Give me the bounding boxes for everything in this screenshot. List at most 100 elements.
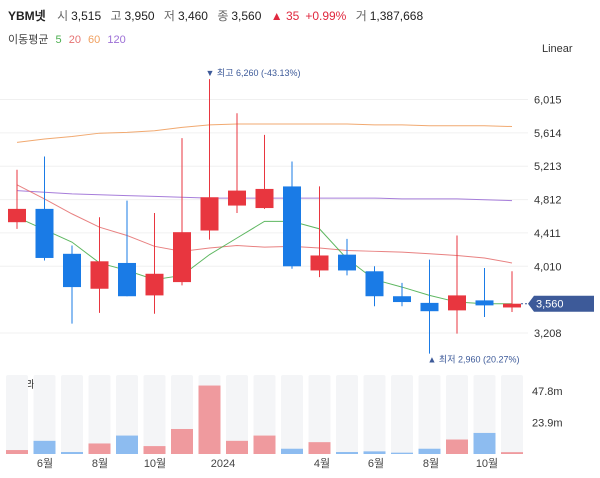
candle[interactable] (255, 134, 274, 209)
stock-name: YBM넷 (8, 9, 46, 23)
price-tick-label: 6,015 (534, 95, 562, 107)
change-value: ▲ 35 (270, 9, 300, 23)
volume-bar (198, 385, 221, 454)
high-annotation: ▼ 최고 6,260 (-43.13%) (206, 68, 301, 78)
moving-average-label: 이동평균 (8, 34, 49, 46)
low-annotation: ▲ 최저 2,960 (20.27%) (428, 355, 520, 365)
candle[interactable] (310, 186, 329, 278)
candle[interactable] (35, 156, 54, 261)
volume-bar (446, 439, 468, 454)
close-value: 3,560 (231, 9, 262, 23)
ma5-label: 5 (55, 34, 62, 46)
volume-tick-label: 23.9m (532, 418, 563, 430)
price-tick-label: 4,010 (534, 261, 562, 273)
volume-value: 1,387,668 (369, 9, 424, 23)
volume-bar (363, 451, 386, 454)
volume-bar (88, 443, 111, 454)
volume-bar (281, 448, 303, 454)
volume-bar (6, 450, 28, 454)
volume-slot (446, 375, 468, 454)
low-label: 저 (163, 9, 175, 23)
high-value: 3,950 (124, 9, 155, 23)
candle-body (475, 300, 494, 306)
candle[interactable] (283, 161, 301, 269)
x-tick-label: 10월 (476, 457, 498, 470)
candle-body (173, 232, 191, 283)
x-tick-label: 6월 (37, 457, 53, 470)
candle[interactable] (420, 259, 439, 354)
candle[interactable] (8, 169, 26, 229)
candle-body (228, 190, 246, 206)
moving-average-legend[interactable]: 이동평균 5 20 60 120 (8, 31, 130, 47)
volume-bar (473, 432, 496, 454)
open-value: 3,515 (71, 9, 102, 23)
candle-body (90, 261, 109, 289)
price-tick-label: 4,411 (534, 228, 561, 240)
candle[interactable] (393, 282, 411, 307)
volume-slot (501, 375, 523, 454)
price-tick-label: 4,812 (534, 195, 562, 207)
volume-bar (336, 452, 358, 454)
x-tick-label: 10월 (144, 457, 166, 470)
volume-bar (253, 435, 276, 454)
candle-body (255, 188, 274, 209)
candle-body (63, 253, 81, 288)
change-percent: +0.99% (305, 9, 347, 23)
volume-bar (391, 452, 413, 454)
candle-body (448, 295, 466, 311)
volume-slot (391, 375, 413, 454)
volume-slot (88, 375, 111, 454)
candle[interactable] (503, 271, 521, 313)
volume-slot (253, 375, 276, 454)
candle-body (283, 186, 301, 267)
volume-slot (363, 375, 386, 454)
volume-slot (308, 375, 331, 454)
candle[interactable] (118, 200, 136, 297)
volume-slot (226, 375, 248, 454)
candle[interactable] (448, 235, 466, 334)
candle-body (420, 302, 439, 312)
candle[interactable] (200, 79, 219, 240)
ma20-label: 20 (68, 34, 81, 46)
candle-body (35, 208, 54, 258)
scale-toggle[interactable]: Linear (542, 43, 573, 55)
close-label: 종 (217, 9, 229, 23)
ma60-line (16, 123, 513, 143)
x-tick-label: 8월 (92, 457, 108, 470)
x-tick-label: 8월 (423, 457, 439, 470)
volume-bar (226, 440, 248, 454)
candle[interactable] (90, 217, 109, 313)
x-tick-label: 2024 (211, 458, 235, 470)
candle-body (365, 271, 384, 297)
volume-bar (171, 428, 193, 454)
volume-bar (33, 440, 56, 454)
candle-body (393, 296, 411, 303)
candle[interactable] (173, 138, 191, 286)
volume-slot (33, 375, 56, 454)
volume-slot (61, 375, 83, 454)
volume-bar (308, 442, 331, 454)
candle-body (338, 254, 356, 271)
price-tick-label: 3,208 (534, 328, 562, 340)
x-tick-label: 4월 (314, 457, 330, 470)
volume-slot (143, 375, 166, 454)
quote-header: YBM넷 시 3,515 고 3,950 저 3,460 종 3,560 ▲ 35 +0.… (8, 7, 429, 23)
x-tick-label: 6월 (368, 457, 384, 470)
candle[interactable] (338, 238, 356, 276)
volume-label: 거 (355, 9, 367, 23)
current-price-tag (528, 295, 594, 312)
volume-slot (116, 375, 138, 454)
price-tick-label: 5,614 (534, 128, 562, 140)
candle[interactable] (475, 267, 494, 318)
ma5-line (16, 216, 512, 305)
candle[interactable] (63, 245, 81, 324)
volume-bar (61, 452, 83, 454)
price-tick-label: 5,213 (534, 161, 562, 173)
candle[interactable] (365, 266, 384, 307)
candle-body (145, 273, 164, 296)
candle-body (118, 262, 136, 297)
candle[interactable] (228, 113, 246, 214)
candle[interactable] (145, 213, 164, 314)
volume-slot (281, 375, 303, 454)
